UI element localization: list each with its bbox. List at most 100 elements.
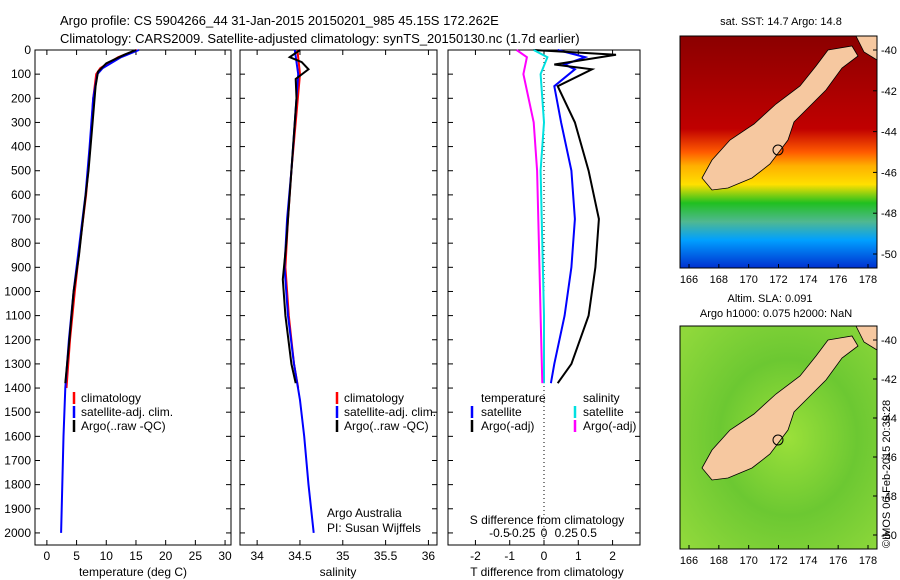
t-difference-axis-label: T difference from climatology — [470, 565, 624, 579]
map-y-tick-label: -42 — [881, 374, 897, 386]
temperature-legend: climatology satellite-adj. clim. Argo(..… — [72, 391, 173, 433]
x-tick-label: 36 — [422, 549, 436, 563]
y-tick-label: 2000 — [4, 526, 31, 540]
legend-satellite-label: satellite-adj. clim. — [81, 405, 173, 419]
series-line-salinity-satellite — [533, 49, 549, 384]
series-line-climatology — [65, 49, 138, 389]
new-zealand-south-island — [701, 45, 859, 191]
map-x-tick-label: 178 — [859, 274, 877, 286]
legend-t-argo-label: Argo(-adj) — [481, 419, 534, 433]
y-tick-label: 1900 — [4, 502, 31, 516]
map-y-tick-label: -44 — [881, 413, 897, 425]
x-tick-label: 20 — [159, 549, 173, 563]
map-x-tick-label: 170 — [739, 274, 757, 286]
temperature-axis-label: temperature (deg C) — [79, 565, 187, 579]
s-tick-label: 0.5 — [580, 526, 597, 540]
y-tick-label: 700 — [11, 212, 31, 226]
x-tick-label: 5 — [73, 549, 80, 563]
sla-map: Altim. SLA: 0.091 Argo h1000: 0.075 h200… — [679, 293, 897, 567]
map-x-tick-label: 170 — [739, 555, 757, 567]
map-y-tick-label: -46 — [881, 452, 897, 464]
y-tick-label: 100 — [11, 67, 31, 81]
map-y-tick-label: -44 — [881, 127, 897, 139]
s-difference-axis-label: S difference from climatology — [470, 513, 625, 527]
x-tick-label: 2 — [609, 549, 616, 563]
map-y-tick-label: -50 — [881, 530, 897, 542]
salinity-axis-label: salinity — [320, 565, 357, 579]
sla-map-title-1: Altim. SLA: 0.091 — [728, 293, 813, 305]
series-line-satellite-adj-clim- — [283, 49, 315, 534]
map-y-tick-label: -40 — [881, 335, 897, 347]
x-tick-label: 35 — [336, 549, 350, 563]
legend-climatology-label: climatology — [344, 391, 404, 405]
salinity-legend: climatology satellite-adj. clim. Argo(..… — [335, 391, 436, 433]
y-tick-label: 300 — [11, 115, 31, 129]
title-line-2: Climatology: CARS2009. Satellite-adjuste… — [60, 31, 580, 46]
map-x-tick-label: 168 — [710, 555, 728, 567]
x-tick-label: 10 — [100, 549, 114, 563]
map-y-tick-label: -48 — [881, 208, 897, 220]
y-tick-label: 500 — [11, 164, 31, 178]
map-y-tick-label: -40 — [881, 45, 897, 57]
x-tick-label: -2 — [470, 549, 481, 563]
s-tick-label: -0.25 — [508, 526, 536, 540]
legend-header-salinity: salinity — [583, 391, 620, 405]
salinity-plot: 34 34.5 35 35.5 36 — [240, 49, 437, 563]
y-tick-label: 1700 — [4, 453, 31, 467]
map-y-tick-label: -48 — [881, 491, 897, 503]
y-tick-label: 1200 — [4, 333, 31, 347]
map-x-tick-label: 166 — [680, 555, 698, 567]
sla-map-ticks: -40 -42 -44 -46 -48 -50 166 168 170 172 174 176 178 — [680, 335, 897, 567]
series-line-argo-raw-qc- — [64, 49, 137, 384]
x-tick-label: 34 — [250, 549, 264, 563]
legend-argo-label: Argo(..raw -QC) — [344, 419, 429, 433]
series-line-argo-raw-qc- — [281, 49, 310, 384]
sla-map-title-2: Argo h1000: 0.075 h2000: NaN — [700, 308, 852, 320]
y-tick-label: 1800 — [4, 478, 31, 492]
map-y-tick-label: -42 — [881, 86, 897, 98]
sst-map: sat. SST: 14.7 Argo: 14.8 -40-42-44-46-4… — [679, 16, 897, 286]
y-tick-label: 0 — [24, 43, 31, 57]
map-x-tick-label: 166 — [680, 274, 698, 286]
title-line-1: Argo profile: CS 5904266_44 31-Jan-2015 … — [60, 13, 499, 28]
y-tick-label: 200 — [11, 91, 31, 105]
argo-location-marker — [772, 144, 784, 156]
series-line-temperature-argo-adj- — [533, 49, 617, 384]
x-tick-label: 1 — [575, 549, 582, 563]
y-tick-label: 1000 — [4, 284, 31, 298]
map-x-tick-label: 176 — [829, 555, 847, 567]
map-x-tick-label: 172 — [769, 555, 787, 567]
legend-satellite-label: satellite-adj. clim. — [344, 405, 436, 419]
argo-location-marker — [772, 434, 784, 446]
x-tick-label: 30 — [218, 549, 232, 563]
y-tick-label: 900 — [11, 260, 31, 274]
series-line-salinity-argo-adj- — [516, 49, 544, 384]
copyright-label: ©IMOS 06-Feb-2015 20:39:28 — [881, 400, 893, 548]
map-x-tick-label: 176 — [829, 274, 847, 286]
map-x-tick-label: 172 — [769, 274, 787, 286]
legend-header-temperature: temperature — [481, 391, 546, 405]
sst-map-title: sat. SST: 14.7 Argo: 14.8 — [720, 16, 842, 28]
difference-legend: temperature salinity satellite Argo(-adj… — [470, 391, 636, 433]
map-x-tick-label: 168 — [710, 274, 728, 286]
institution-label: Argo Australia — [327, 506, 402, 520]
y-tick-label: 1600 — [4, 429, 31, 443]
legend-s-argo-label: Argo(-adj) — [583, 419, 636, 433]
legend-argo-label: Argo(..raw -QC) — [81, 419, 166, 433]
map-x-tick-label: 174 — [799, 555, 817, 567]
legend-t-satellite-label: satellite — [481, 405, 522, 419]
legend-s-satellite-label: satellite — [583, 405, 624, 419]
salinity-panel-frame — [239, 49, 438, 546]
x-tick-label: 0 — [541, 549, 548, 563]
y-tick-label: 600 — [11, 188, 31, 202]
y-tick-label: 1400 — [4, 381, 31, 395]
map-y-tick-label: -50 — [881, 249, 897, 261]
legend-climatology-label: climatology — [81, 391, 141, 405]
x-tick-label: 35.5 — [374, 549, 398, 563]
temperature-panel-frame — [34, 49, 232, 546]
x-tick-label: -1 — [504, 549, 515, 563]
s-tick-label: 0 — [541, 526, 548, 540]
y-tick-label: 400 — [11, 140, 31, 154]
y-tick-label: 800 — [11, 236, 31, 250]
